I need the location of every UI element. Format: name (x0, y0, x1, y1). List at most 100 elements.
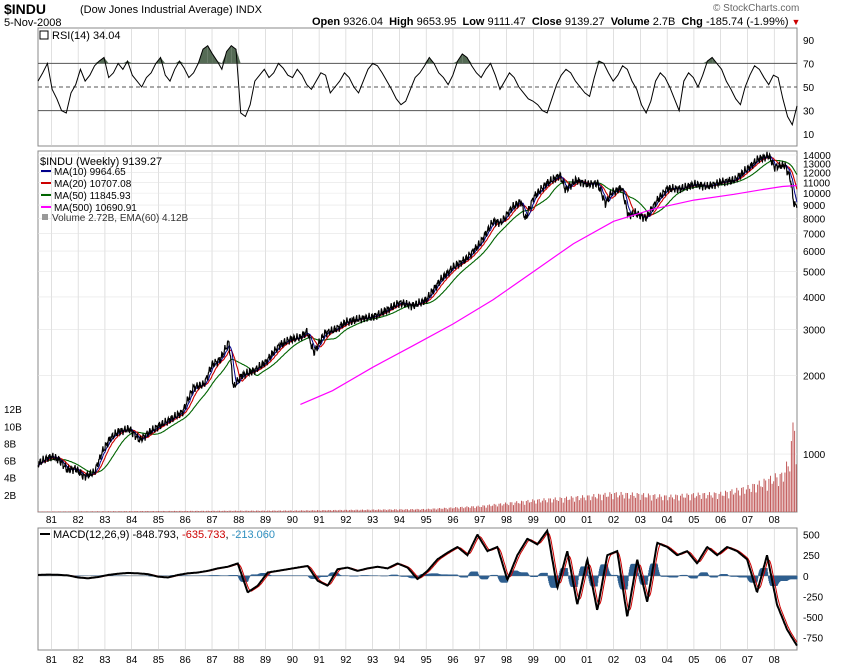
rsi-overbought-fill (231, 45, 236, 64)
x-tick-label-bottom: 97 (474, 655, 486, 666)
price-frame (37, 150, 798, 513)
macd-legend: MACD(12,26,9) -848.793, -635.733, -213.0… (40, 529, 275, 541)
x-tick-label-mid: 07 (742, 515, 754, 526)
rsi-overbought-fill (221, 51, 227, 64)
x-tick-label-mid: 88 (233, 515, 245, 526)
x-tick-label-bottom: 94 (394, 655, 406, 666)
volume-y-tick-label: 8B (4, 439, 17, 450)
volume-y-tick-label: 6B (4, 457, 17, 468)
x-tick-label-mid: 95 (421, 515, 433, 526)
x-tick-label-mid: 84 (126, 515, 138, 526)
close-value: 9139.27 (564, 16, 605, 28)
rsi-overbought-fill (462, 53, 467, 64)
rsi-y-tick-label: 90 (803, 36, 815, 47)
x-axis: 81 81 82 82 83 83 84 84 85 85 86 86 87 87 88 88 89 89 90 90… (46, 515, 780, 666)
x-tick-label-bottom: 91 (314, 655, 326, 666)
x-tick-label-bottom: 00 (555, 655, 567, 666)
ma10-value: 9964.65 (90, 167, 127, 178)
volume-y-tick-label: 4B (4, 474, 17, 485)
price-y-tick-label: 8000 (803, 214, 826, 225)
macd-y-tick-label: 500 (803, 531, 820, 542)
x-tick-label-mid: 85 (153, 515, 165, 526)
x-tick-label-mid: 92 (340, 515, 352, 526)
ma20-value: 10707.08 (90, 179, 132, 190)
volume-y-tick-label: 12B (4, 405, 22, 416)
x-tick-label-bottom: 89 (260, 655, 272, 666)
x-tick-label-bottom: 84 (126, 655, 138, 666)
x-tick-label-mid: 03 (635, 515, 647, 526)
x-tick-label-mid: 82 (73, 515, 85, 526)
macd-legend-text: MACD(12,26,9) -848.793, -635.733, -213.0… (53, 529, 275, 541)
down-arrow-icon: ▼ (791, 17, 801, 27)
x-tick-label-mid: 94 (394, 515, 406, 526)
macd-y-tick-label: 0 (803, 572, 809, 583)
volume-legend-text: Volume 2.72B, EMA(60) 4.12B (52, 213, 189, 224)
x-tick-label-mid: 00 (555, 515, 567, 526)
ma500-legend-text: MA(500) 10690.91 (54, 203, 137, 214)
x-tick-label-bottom: 04 (662, 655, 674, 666)
x-tick-label-bottom: 86 (180, 655, 192, 666)
volume-legend-swatch (42, 214, 48, 220)
ma500-line (300, 184, 798, 405)
low-label: Low (462, 16, 485, 28)
price-legend: $INDU (Weekly) 9139.27 MA(10) 9964.65 MA… (40, 156, 189, 224)
x-tick-label-bottom: 06 (715, 655, 727, 666)
price-y-tick-label: 7000 (803, 230, 826, 241)
price-y-tick-label: 1000 (803, 450, 826, 461)
price-y-tick-label: 10000 (803, 189, 831, 200)
rsi-y-tick-label: 30 (803, 107, 815, 118)
price-y-tick-label: 5000 (803, 268, 826, 279)
x-tick-label-bottom: 90 (287, 655, 299, 666)
rsi-y-tick-label: 10 (803, 130, 815, 141)
open-value: 9326.04 (343, 16, 383, 28)
x-tick-label-mid: 05 (688, 515, 700, 526)
macd-frame (37, 527, 798, 651)
x-tick-label-mid: 86 (180, 515, 192, 526)
price-y-tick-label: 3000 (803, 326, 826, 337)
macd-y-tick-label: -500 (803, 613, 823, 624)
price-y-tick-label: 6000 (803, 247, 826, 258)
volume-value: 2.7B (652, 16, 676, 28)
x-tick-label-mid: 02 (608, 515, 620, 526)
rsi-y-tick-label: 50 (803, 83, 815, 94)
x-tick-label-bottom: 85 (153, 655, 165, 666)
open-label: Open (312, 16, 341, 28)
x-tick-label-bottom: 96 (447, 655, 459, 666)
ma10-legend-text: MA(10) 9964.65 (54, 167, 126, 178)
ma50-legend-text: MA(50) 11845.93 (54, 191, 131, 202)
ma500-value: 10690.91 (95, 203, 137, 214)
x-tick-label-mid: 90 (287, 515, 299, 526)
x-tick-label-mid: 91 (314, 515, 326, 526)
macd-y-tick-label: -250 (803, 592, 823, 603)
ma10-name: MA(10) (54, 167, 87, 178)
macd-y-tick-label: -750 (803, 634, 823, 645)
x-tick-label-bottom: 07 (742, 655, 754, 666)
chart-symbol: $INDU (4, 1, 47, 17)
price-y-tick-label: 13000 (803, 159, 831, 170)
x-tick-label-bottom: 03 (635, 655, 647, 666)
ma20-legend-text: MA(20) 10707.08 (54, 179, 132, 190)
high-label: High (389, 16, 414, 28)
rsi-panel: 10 30 50 70 90 (37, 36, 815, 141)
watermark: © StockCharts.com (713, 3, 800, 14)
chg-value: -185.74 (-1.99%) (705, 16, 789, 28)
x-tick-label-bottom: 82 (73, 655, 85, 666)
chart-index-name: (Dow Jones Industrial Average) INDX (80, 4, 262, 16)
chg-label: Chg (681, 16, 703, 28)
x-tick-label-mid: 83 (99, 515, 111, 526)
rsi-legend-swatch (39, 30, 49, 40)
rsi-overbought-fill (452, 61, 458, 64)
ma500-name: MA(500) (54, 203, 92, 214)
x-tick-label-bottom: 95 (421, 655, 433, 666)
x-tick-label-mid: 96 (447, 515, 459, 526)
ohlc-summary: Open 9326.04 High 9653.95 Low 9111.47 Cl… (312, 16, 800, 28)
volume-y-tick-label: 2B (4, 491, 17, 502)
price-panel: 1000 2000 3000 4000 5000 6000 7000 8000 90001000… (4, 151, 831, 512)
x-tick-label-bottom: 99 (528, 655, 540, 666)
x-tick-label-mid: 89 (260, 515, 272, 526)
rsi-overbought-fill (127, 61, 133, 64)
volume-y-tick-label: 10B (4, 422, 22, 433)
ma20-name: MA(20) (54, 179, 87, 190)
macd-histogram-value: -213.060 (232, 529, 275, 541)
